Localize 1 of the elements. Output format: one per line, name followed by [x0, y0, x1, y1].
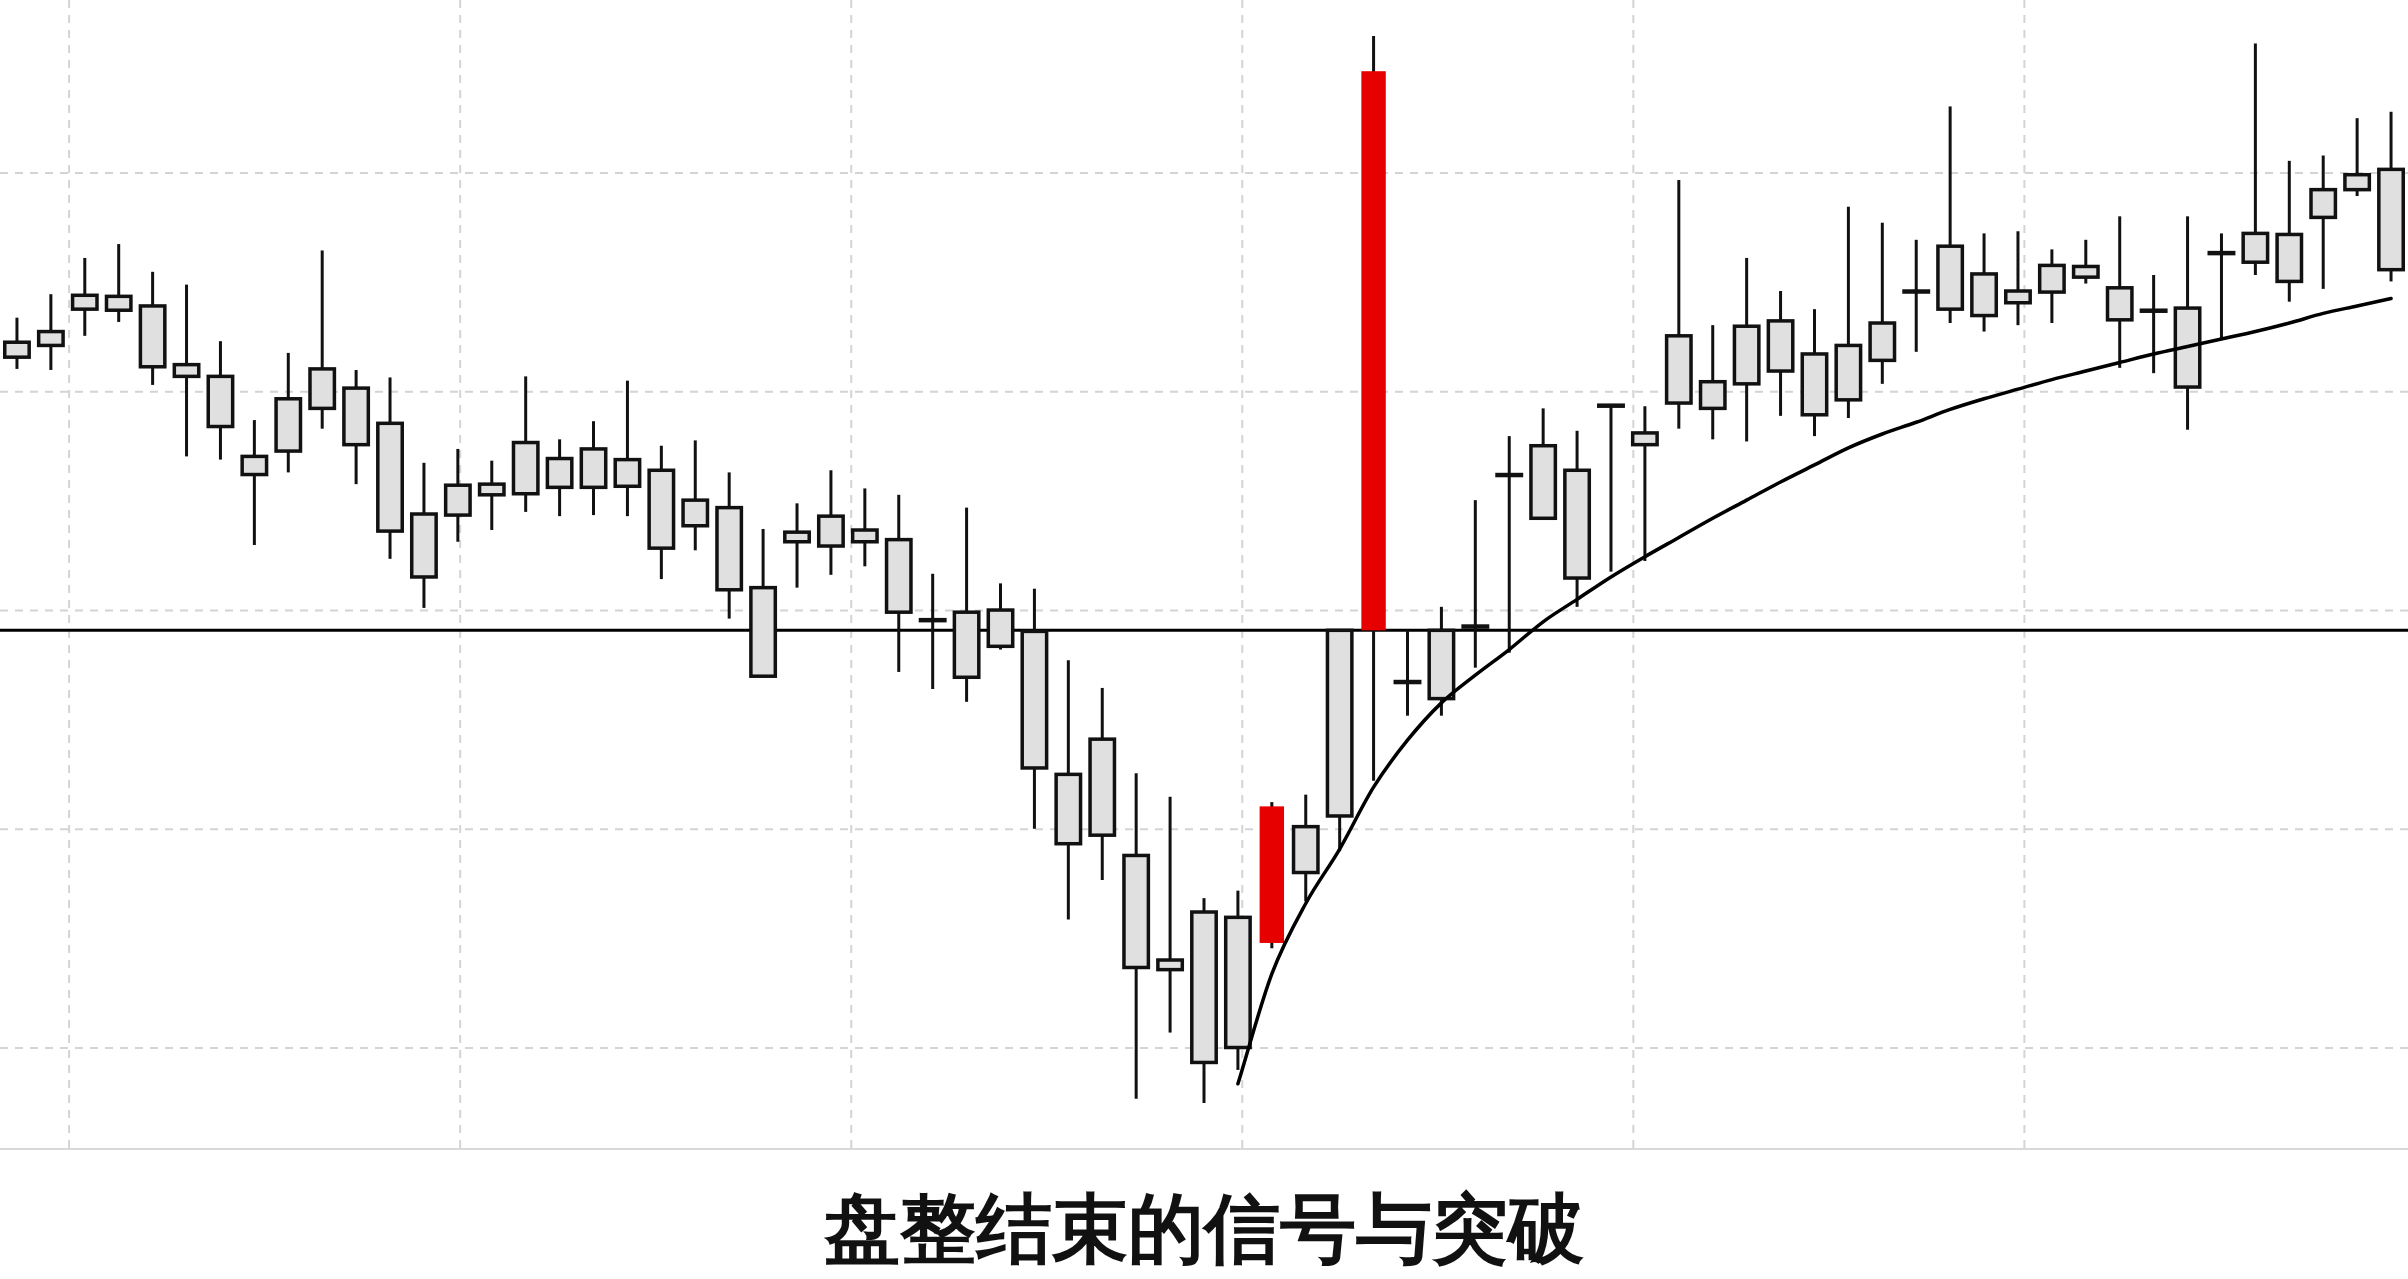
- title: 盘整结束的信号与突破: [824, 1185, 1584, 1271]
